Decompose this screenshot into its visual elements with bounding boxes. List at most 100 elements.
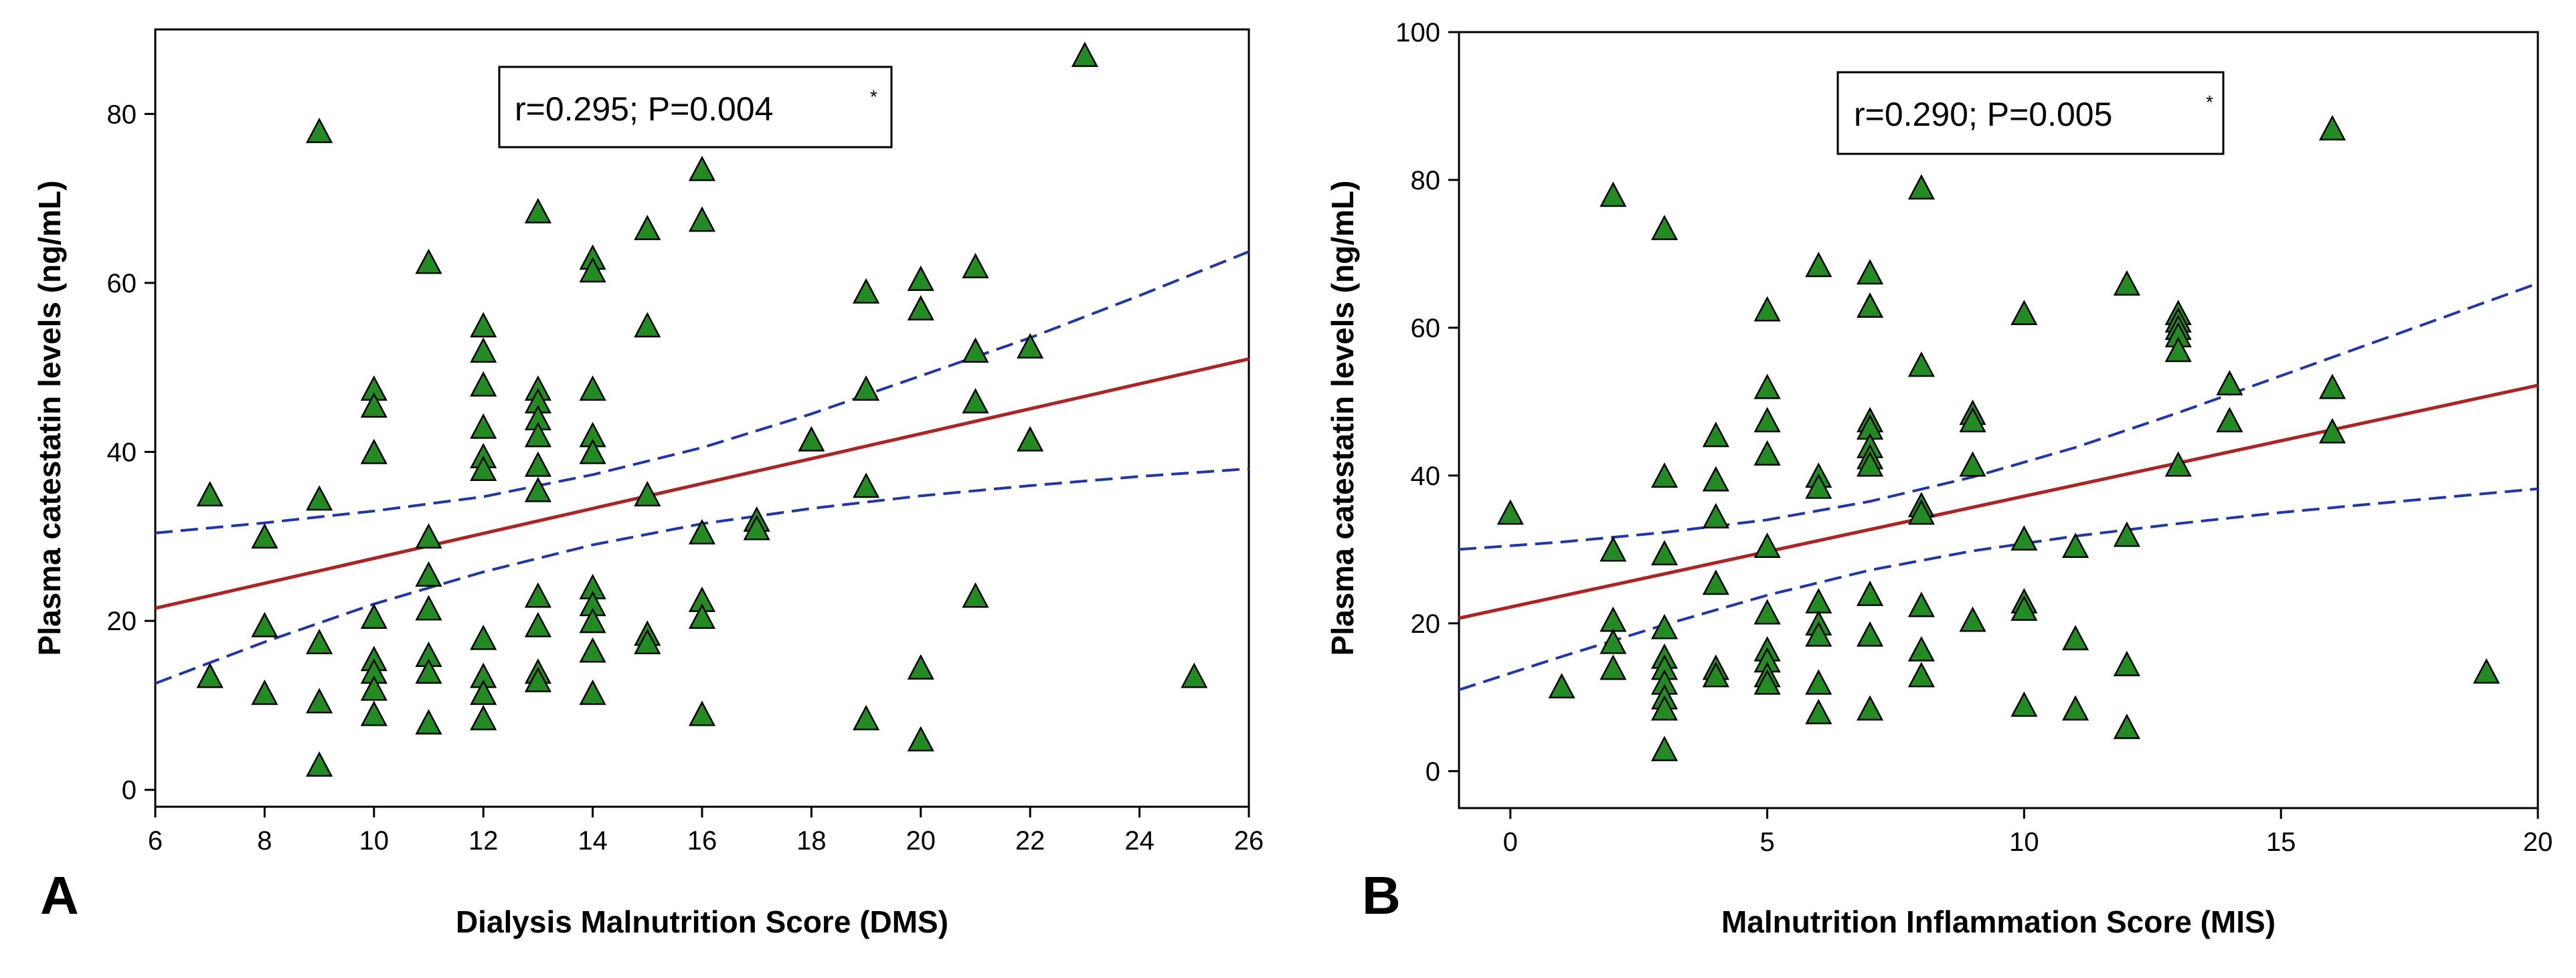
data-point-b-1 <box>1548 673 1575 698</box>
x-axis-title-b: Malnutrition Inflammation Score (MIS) <box>1721 904 2276 939</box>
data-point-a-61 <box>688 155 716 181</box>
data-point-b-70 <box>2113 270 2140 296</box>
confidence-bands-b <box>1458 282 2539 692</box>
data-point-a-72 <box>853 472 880 498</box>
data-point-b-10 <box>1650 613 1679 640</box>
data-point-a-56 <box>634 215 661 241</box>
data-point-b-65 <box>2010 595 2038 621</box>
x-tick-label-b-0: 0 <box>1503 827 1518 857</box>
data-point-b-63 <box>2010 525 2038 551</box>
data-point-a-11 <box>360 392 388 418</box>
data-point-a-18 <box>415 248 442 274</box>
data-point-a-12 <box>360 438 388 464</box>
data-point-b-61 <box>1959 606 1986 632</box>
x-tick-label-a-3: 12 <box>468 826 499 856</box>
regression-line-a <box>155 357 1250 610</box>
data-point-b-17 <box>1702 421 1729 448</box>
data-point-a-78 <box>962 253 989 278</box>
data-point-a-20 <box>415 561 442 587</box>
data-point-b-60 <box>1959 451 1986 477</box>
y-tick-label-b-5: 100 <box>1395 18 1440 47</box>
data-point-a-74 <box>907 265 934 291</box>
data-point-a-47 <box>579 257 606 283</box>
ci-upper-b <box>1458 282 2539 551</box>
data-point-b-84 <box>2318 417 2346 444</box>
data-point-a-34 <box>470 704 497 730</box>
data-point-b-23 <box>1753 296 1781 322</box>
data-point-a-9 <box>306 751 333 777</box>
data-point-b-72 <box>2113 650 2140 676</box>
data-point-a-62 <box>688 206 716 232</box>
data-point-b-28 <box>1753 599 1781 625</box>
data-point-b-9 <box>1650 540 1679 566</box>
data-point-a-82 <box>1017 332 1044 359</box>
stat-annotation-a: r=0.295; P=0.004 <box>515 90 773 128</box>
stat-box-a: r=0.295; P=0.004 * <box>498 66 893 149</box>
data-point-a-71 <box>853 375 880 401</box>
data-point-b-25 <box>1753 407 1781 433</box>
data-point-a-73 <box>853 704 880 730</box>
data-point-b-16 <box>1650 735 1679 761</box>
data-point-a-43 <box>524 611 551 638</box>
data-point-b-66 <box>2010 691 2038 717</box>
data-point-a-85 <box>1181 662 1208 688</box>
data-point-b-80 <box>2216 370 2243 396</box>
x-tick-label-a-8: 22 <box>1015 826 1045 856</box>
data-point-b-50 <box>1857 695 1884 721</box>
stat-annotation-a-sup: * <box>870 86 877 107</box>
data-point-b-42 <box>1857 292 1884 318</box>
data-point-b-20 <box>1702 569 1729 595</box>
data-point-b-38 <box>1805 621 1832 647</box>
data-point-a-83 <box>1017 425 1044 452</box>
data-point-b-56 <box>1907 635 1935 662</box>
panel-a: 6 8 10 12 14 16 18 20 22 24 26 0 20 40 60 80 r=0.295; P… <box>32 28 1264 939</box>
y-tick-label-b-0: 0 <box>1426 757 1440 787</box>
data-point-a-39 <box>524 421 551 448</box>
regression-line-b <box>1458 383 2539 620</box>
y-tick-label-a-2: 40 <box>107 438 137 468</box>
x-tick-label-b-4: 20 <box>2523 827 2553 857</box>
x-tick-label-a-1: 8 <box>257 826 272 856</box>
data-point-b-5 <box>1600 628 1627 654</box>
regression-line-b-group <box>1458 383 2539 620</box>
data-point-a-70 <box>853 278 880 304</box>
data-point-b-69 <box>2062 695 2089 721</box>
data-point-a-0 <box>196 481 224 506</box>
data-point-a-5 <box>306 117 333 143</box>
data-point-a-17 <box>360 700 388 726</box>
x-tick-label-b-3: 15 <box>2266 827 2296 857</box>
data-point-a-16 <box>360 675 388 701</box>
ci-lower-b <box>1458 487 2539 692</box>
data-point-b-15 <box>1650 695 1679 721</box>
data-point-b-32 <box>1753 669 1781 695</box>
data-point-b-7 <box>1650 215 1679 241</box>
data-point-b-39 <box>1805 669 1832 695</box>
data-point-a-80 <box>962 388 989 413</box>
data-point-b-8 <box>1650 462 1679 488</box>
data-point-a-27 <box>470 371 497 397</box>
data-point-b-22 <box>1702 662 1729 688</box>
data-point-b-3 <box>1600 536 1627 562</box>
data-point-a-66 <box>688 700 716 726</box>
data-point-b-52 <box>1907 351 1935 377</box>
data-point-a-79 <box>962 337 989 363</box>
data-point-a-45 <box>524 666 551 692</box>
data-point-b-35 <box>1805 473 1832 499</box>
data-point-a-2 <box>251 523 278 549</box>
data-point-a-40 <box>524 451 551 477</box>
data-point-a-28 <box>470 413 497 439</box>
data-point-b-26 <box>1753 440 1781 466</box>
data-point-a-19 <box>415 523 442 549</box>
data-point-b-83 <box>2318 373 2346 399</box>
data-point-a-13 <box>360 603 388 629</box>
data-point-b-62 <box>2010 300 2038 326</box>
x-tick-label-a-10: 26 <box>1234 826 1264 856</box>
data-point-a-63 <box>688 518 716 545</box>
x-tick-label-a-7: 20 <box>906 826 936 856</box>
data-point-b-47 <box>1857 451 1884 477</box>
data-point-a-42 <box>524 582 551 608</box>
scatter-points-a <box>196 41 1208 777</box>
data-point-b-6 <box>1600 654 1627 680</box>
